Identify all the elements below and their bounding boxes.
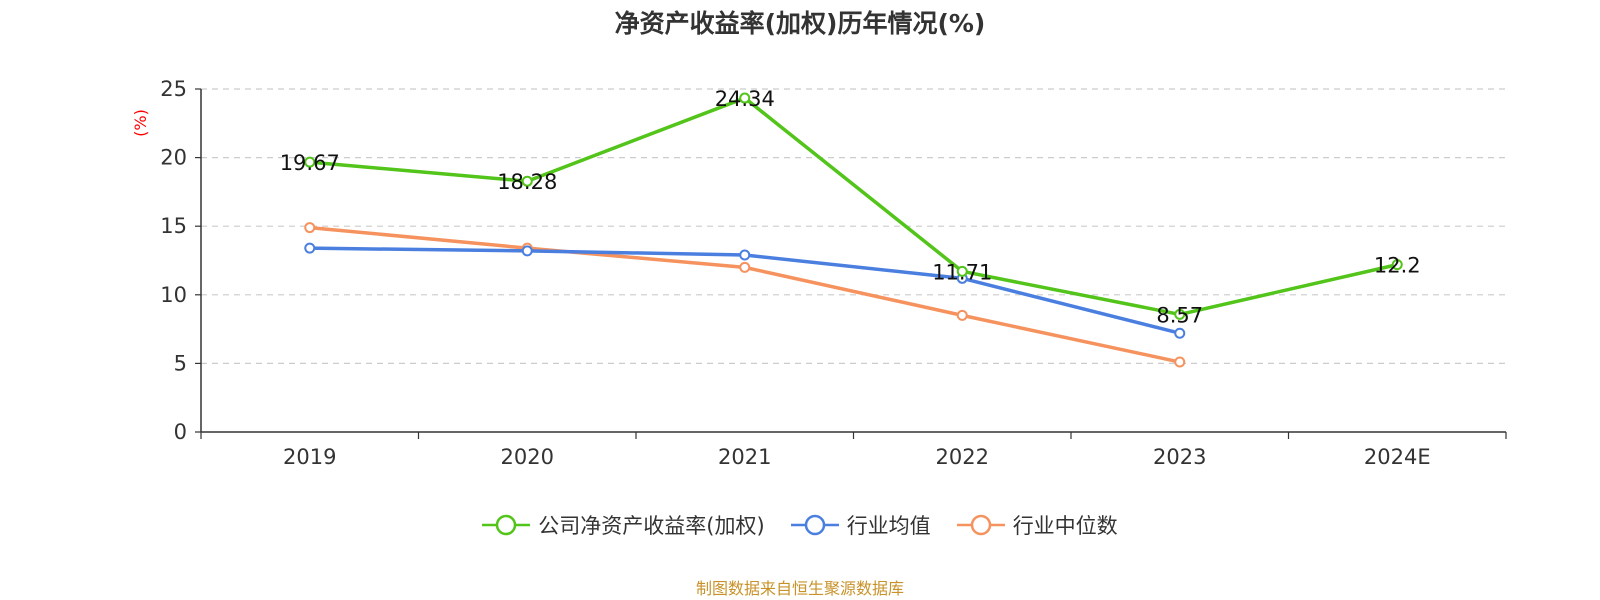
legend-item-company-roe[interactable]: 公司净资产收益率(加权)	[482, 510, 765, 540]
y-tick-label: 5	[174, 351, 187, 375]
data-point	[304, 222, 316, 234]
data-labels: 19.67 18.28 24.34 11.71 8.57 12.2	[280, 87, 1421, 327]
legend-label: 公司净资产收益率(加权)	[538, 514, 765, 538]
series-line	[308, 246, 1182, 335]
legend-marker-icon	[790, 514, 839, 536]
axes: 0 5 10 15 20 25 (%) 2019 2020 2021 2022 2023 2024E	[131, 77, 1507, 469]
data-point	[739, 261, 751, 273]
series-lines	[304, 92, 1403, 368]
chart-title: 净资产收益率(加权)历年情况(%)	[614, 9, 986, 38]
data-point	[956, 309, 968, 321]
y-tick-label: 25	[160, 77, 187, 101]
data-point	[956, 265, 968, 277]
x-tick-label: 2023	[1153, 445, 1206, 469]
data-label: 19.67	[280, 151, 340, 175]
data-point	[1174, 327, 1186, 339]
data-label: 11.71	[932, 260, 992, 284]
x-tick-label: 2022	[936, 445, 989, 469]
x-tick-label: 2019	[283, 445, 336, 469]
legend-label: 行业均值	[846, 514, 931, 538]
legend-item-industry-mean[interactable]: 行业均值	[790, 510, 931, 540]
x-tick-label: 2024E	[1364, 445, 1431, 469]
x-tick-label: 2020	[501, 445, 554, 469]
legend-item-industry-median[interactable]: 行业中位数	[956, 510, 1118, 540]
legend-label: 行业中位数	[1012, 514, 1118, 538]
y-tick-label: 20	[160, 146, 187, 170]
data-point	[521, 175, 533, 187]
data-point	[739, 92, 751, 104]
y-axis-label: (%)	[131, 109, 150, 137]
data-point	[304, 156, 316, 168]
legend: 公司净资产收益率(加权) 行业均值 行业中位数	[0, 510, 1600, 540]
data-point	[1391, 259, 1403, 271]
grid-lines	[201, 88, 1506, 364]
data-point	[304, 242, 316, 254]
y-tick-label: 0	[174, 420, 187, 444]
data-point	[1174, 356, 1186, 368]
data-source-footer: 制图数据来自恒生聚源数据库	[695, 579, 904, 598]
data-point	[739, 249, 751, 261]
data-label: 18.28	[497, 170, 557, 194]
y-tick-label: 10	[160, 283, 187, 307]
series-line	[308, 96, 1399, 317]
data-point	[521, 245, 533, 257]
data-point	[1174, 308, 1186, 320]
legend-marker-icon	[482, 514, 531, 536]
legend-marker-icon	[956, 514, 1005, 536]
y-tick-label: 15	[160, 214, 187, 238]
x-tick-label: 2021	[718, 445, 771, 469]
data-label: 24.34	[715, 87, 775, 111]
data-label: 12.2	[1374, 254, 1421, 278]
data-label: 8.57	[1156, 303, 1203, 327]
